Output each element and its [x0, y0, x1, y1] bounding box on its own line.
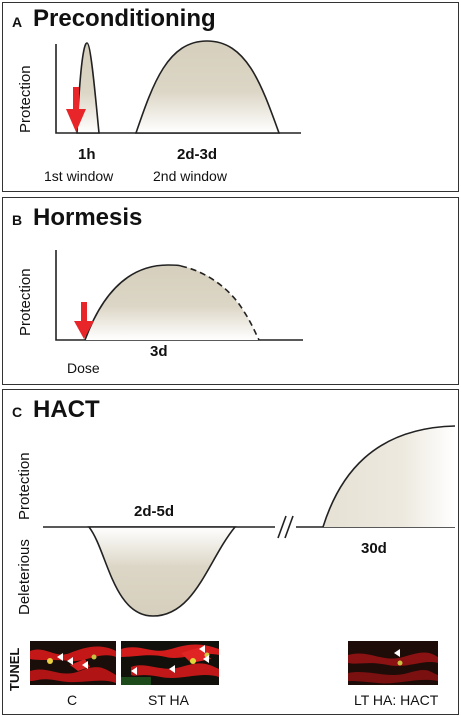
caption-st-ha: ST HA — [148, 692, 189, 708]
deleterious-dip-curve — [87, 526, 237, 617]
panel-a-preconditioning: A Preconditioning Protection 1h 1st wind… — [2, 2, 459, 192]
caption-c: C — [67, 692, 78, 708]
panel-b-letter: B — [12, 212, 23, 228]
red-arrow-icon — [74, 302, 94, 339]
label-2d-5d: 2d-5d — [134, 503, 175, 520]
tunel-label: TUNEL — [7, 647, 22, 691]
second-window-curve — [134, 40, 281, 134]
label-2d-3d: 2d-3d — [177, 146, 218, 163]
tunel-image-c — [30, 641, 116, 685]
hormesis-fill — [85, 265, 259, 340]
panel-b-title: Hormesis — [33, 204, 143, 231]
panel-c-diagram — [43, 425, 456, 617]
panel-b-hormesis: B Hormesis Protection Dose 3d — [2, 197, 459, 385]
panel-c-hact: C HACT Protection Deleterious 2d — [2, 389, 459, 715]
panel-c-title: HACT — [33, 396, 100, 423]
panel-a-title: Preconditioning — [33, 5, 216, 32]
tunel-image-st-ha — [121, 641, 219, 685]
label-2nd-window: 2nd window — [153, 168, 227, 184]
panel-c-letter: C — [12, 404, 23, 420]
red-arrow-icon — [66, 87, 86, 132]
tunel-image-lt-ha — [348, 641, 438, 685]
label-1h: 1h — [78, 146, 96, 163]
protection-rise-fill — [323, 426, 455, 527]
protection-rise-curve — [322, 425, 456, 528]
panel-a-diagram — [55, 40, 301, 134]
label-1st-window: 1st window — [44, 168, 114, 184]
label-30d: 30d — [361, 540, 387, 557]
panel-b-diagram — [55, 250, 303, 341]
axis-break-mark — [277, 515, 287, 539]
caption-lt-ha-hact: LT HA: HACT — [354, 692, 439, 708]
label-3d: 3d — [150, 343, 168, 360]
label-dose: Dose — [67, 360, 100, 376]
hormesis-dashed-curve — [180, 265, 260, 341]
hormesis-curve — [84, 264, 182, 341]
panel-a-letter: A — [12, 14, 23, 30]
